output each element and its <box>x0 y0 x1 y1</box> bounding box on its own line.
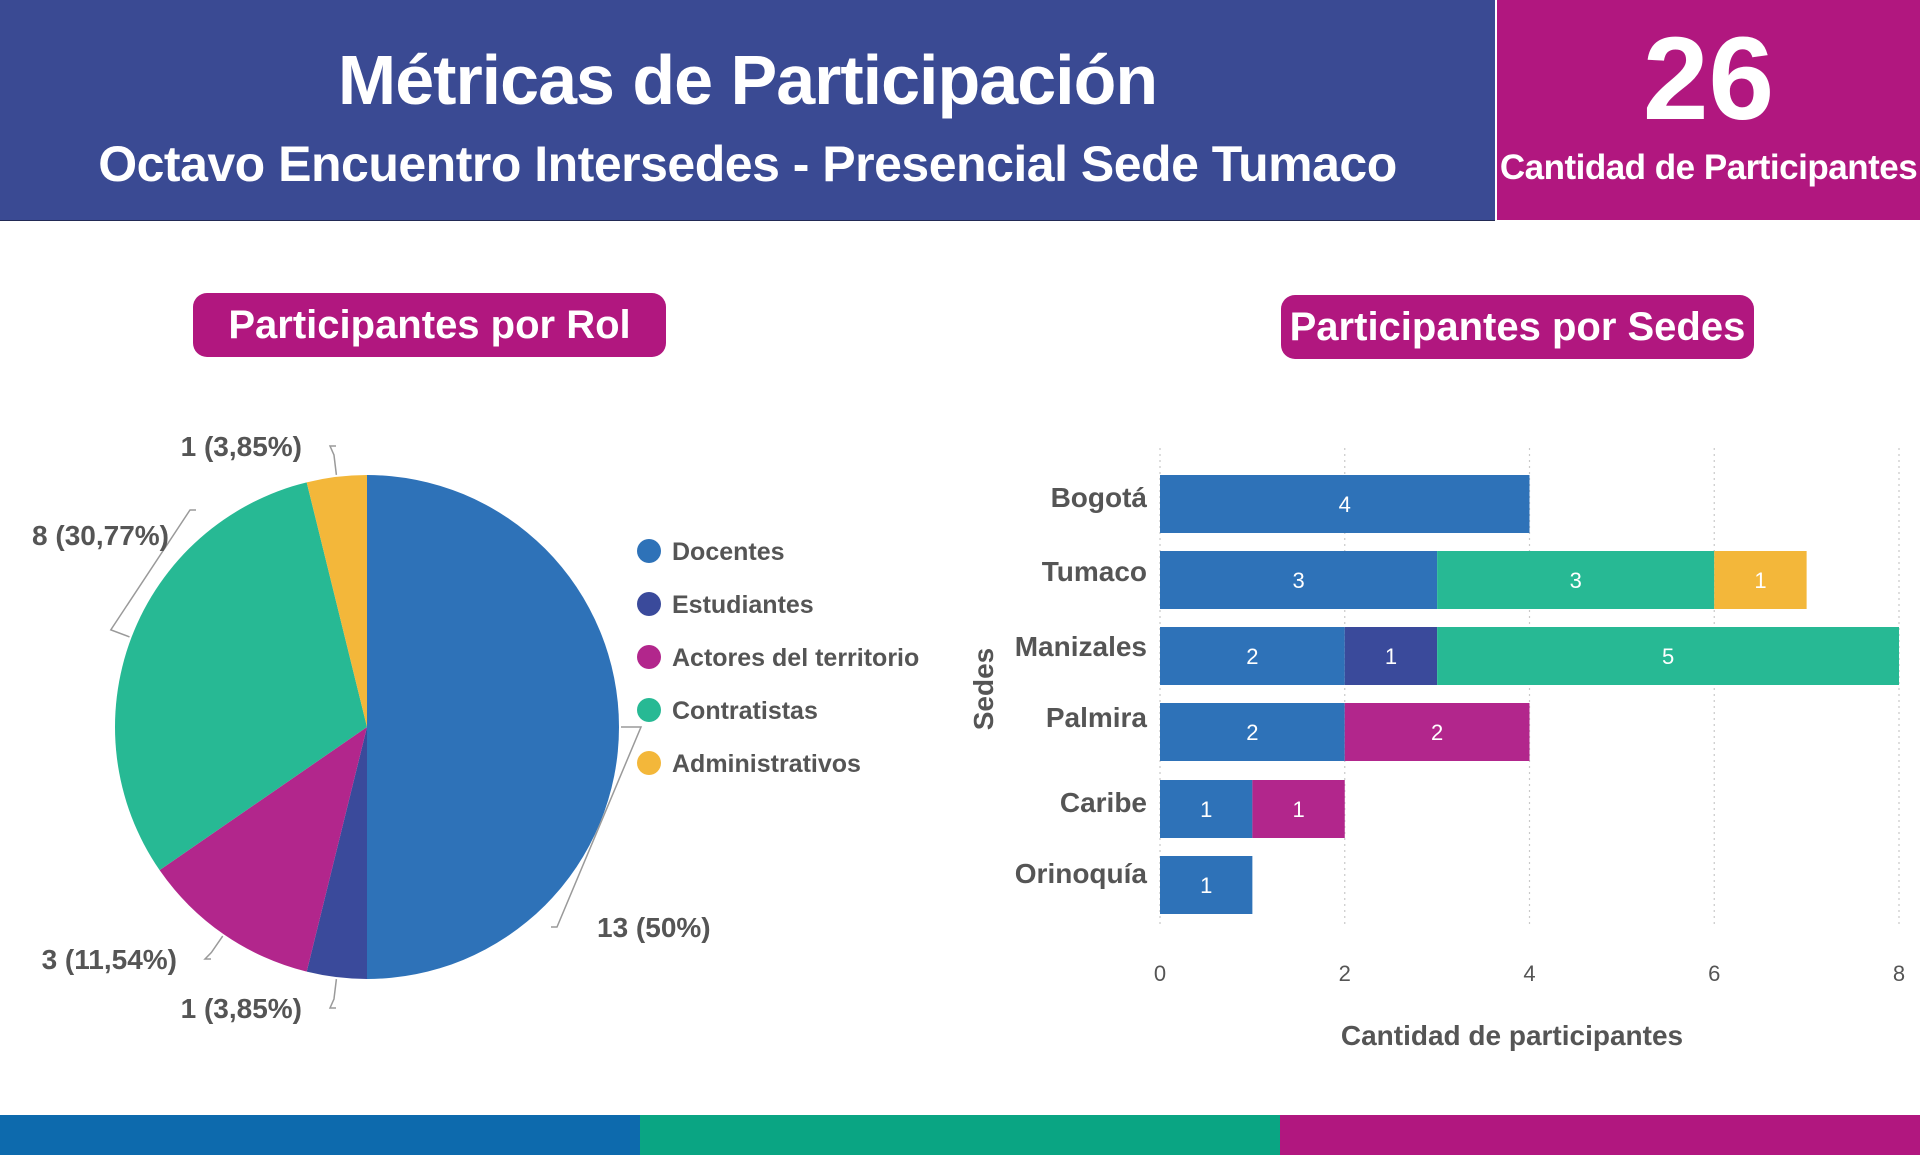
bar-segment-manizales-estudiantes <box>1344 627 1438 685</box>
bar-data-label: 1 <box>1200 797 1212 822</box>
pie-data-label: 1 (3,85%) <box>181 431 302 462</box>
pie-slice-actores-del-territorio <box>159 727 367 972</box>
pie-slice-docentes <box>367 475 619 979</box>
bar-data-label: 3 <box>1292 568 1304 593</box>
page-title: Métricas de Participación <box>337 41 1158 119</box>
bar-data-label: 1 <box>1754 568 1766 593</box>
x-tick-label: 8 <box>1893 961 1905 986</box>
bar-data-label: 3 <box>1570 568 1582 593</box>
bar-data-label: 1 <box>1292 797 1304 822</box>
bar-segment-manizales-contratistas <box>1437 627 1899 685</box>
legend-label-docentes: Docentes <box>672 538 785 566</box>
pie-data-label: 8 (30,77%) <box>32 520 169 551</box>
legend-marker-contratistas <box>637 698 661 722</box>
pie-leader-line <box>551 726 643 928</box>
footer-stripe-magenta <box>1280 1115 1920 1155</box>
x-tick-label: 2 <box>1339 961 1351 986</box>
kpi-value: 26 <box>1642 13 1775 145</box>
pie-slice-administrativos <box>306 475 367 727</box>
pie-slice-estudiantes <box>306 727 367 979</box>
pie-leader-line <box>203 935 224 960</box>
bar-data-label: 1 <box>1385 644 1397 669</box>
pie-data-label: 3 (11,54%) <box>42 944 177 975</box>
header-banner: Métricas de Participación Octavo Encuent… <box>0 0 1495 221</box>
legend-marker-actores-del-territorio <box>637 645 661 669</box>
bar-segment-tumaco-administrativos <box>1714 551 1807 609</box>
bar-segment-bogota-docentes <box>1160 475 1530 533</box>
participants-kpi-card: 26 Cantidad de Participantes <box>1497 0 1920 220</box>
pie-leader-line <box>109 509 196 638</box>
pie-data-label: 1 (3,85%) <box>181 993 302 1024</box>
kpi-label: Cantidad de Participantes <box>1499 148 1918 187</box>
category-label-palmira: Palmira <box>1046 702 1148 733</box>
x-tick-label: 6 <box>1708 961 1720 986</box>
x-axis-title: Cantidad de participantes <box>1341 1020 1683 1051</box>
bar-segment-tumaco-contratistas <box>1437 551 1715 609</box>
legend-marker-administrativos <box>637 751 661 775</box>
category-label-orinoquia: Orinoquía <box>1015 858 1148 889</box>
bar-chart-title: Participantes por Sedes <box>1281 295 1754 359</box>
pie-slice-contratistas <box>114 482 367 871</box>
pie-legend: Docentes Estudiantes Actores del territori… <box>637 538 919 778</box>
category-label-caribe: Caribe <box>1060 787 1147 818</box>
bar-segment-palmira-actores-del-territorio <box>1344 703 1530 761</box>
legend-marker-estudiantes <box>637 592 661 616</box>
category-label-bogota: Bogotá <box>1051 482 1148 513</box>
legend-label-actores-del-territorio: Actores del territorio <box>672 644 919 672</box>
category-label-tumaco: Tumaco <box>1042 556 1147 587</box>
bar-segment-manizales-docentes <box>1160 627 1345 685</box>
x-tick-label: 4 <box>1523 961 1535 986</box>
bar-segment-caribe-docentes <box>1160 780 1253 838</box>
legend-label-administrativos: Administrativos <box>672 750 861 778</box>
bar-segment-tumaco-docentes <box>1160 551 1438 609</box>
x-tick-label: 0 <box>1154 961 1166 986</box>
pie-leader-line <box>328 979 338 1009</box>
pie-chart-title: Participantes por Rol <box>193 293 666 357</box>
bar-segment-orinoquia-docentes <box>1160 856 1253 914</box>
bar-data-label: 2 <box>1246 720 1258 745</box>
bar-segment-caribe-actores-del-territorio <box>1252 780 1345 838</box>
y-axis-title: Sedes <box>968 648 999 731</box>
legend-label-estudiantes: Estudiantes <box>672 591 814 619</box>
page-subtitle: Octavo Encuentro Intersedes - Presencial… <box>98 136 1397 192</box>
footer-stripe-blue <box>0 1115 640 1155</box>
legend-marker-docentes <box>637 539 661 563</box>
bar-data-label: 1 <box>1200 873 1212 898</box>
footer-stripe-green <box>640 1115 1280 1155</box>
pie-leader-line <box>328 445 338 475</box>
pie-data-label: 13 (50%) <box>597 912 711 943</box>
bar-data-label: 4 <box>1339 492 1351 517</box>
stacked-bar-chart: 0 2 4 6 8 4 Bogotá 3 3 1 Tumaco 2 1 5 Manizales 2 2 Palmi… <box>968 448 1905 1051</box>
bar-data-label: 5 <box>1662 644 1674 669</box>
bar-data-label: 2 <box>1246 644 1258 669</box>
pie-chart: 13 (50%)1 (3,85%)3 (11,54%)8 (30,77%)1 (… <box>32 431 711 1024</box>
bar-segment-palmira-docentes <box>1160 703 1345 761</box>
category-label-manizales: Manizales <box>1015 631 1147 662</box>
legend-label-contratistas: Contratistas <box>672 697 818 725</box>
bar-data-label: 2 <box>1431 720 1443 745</box>
